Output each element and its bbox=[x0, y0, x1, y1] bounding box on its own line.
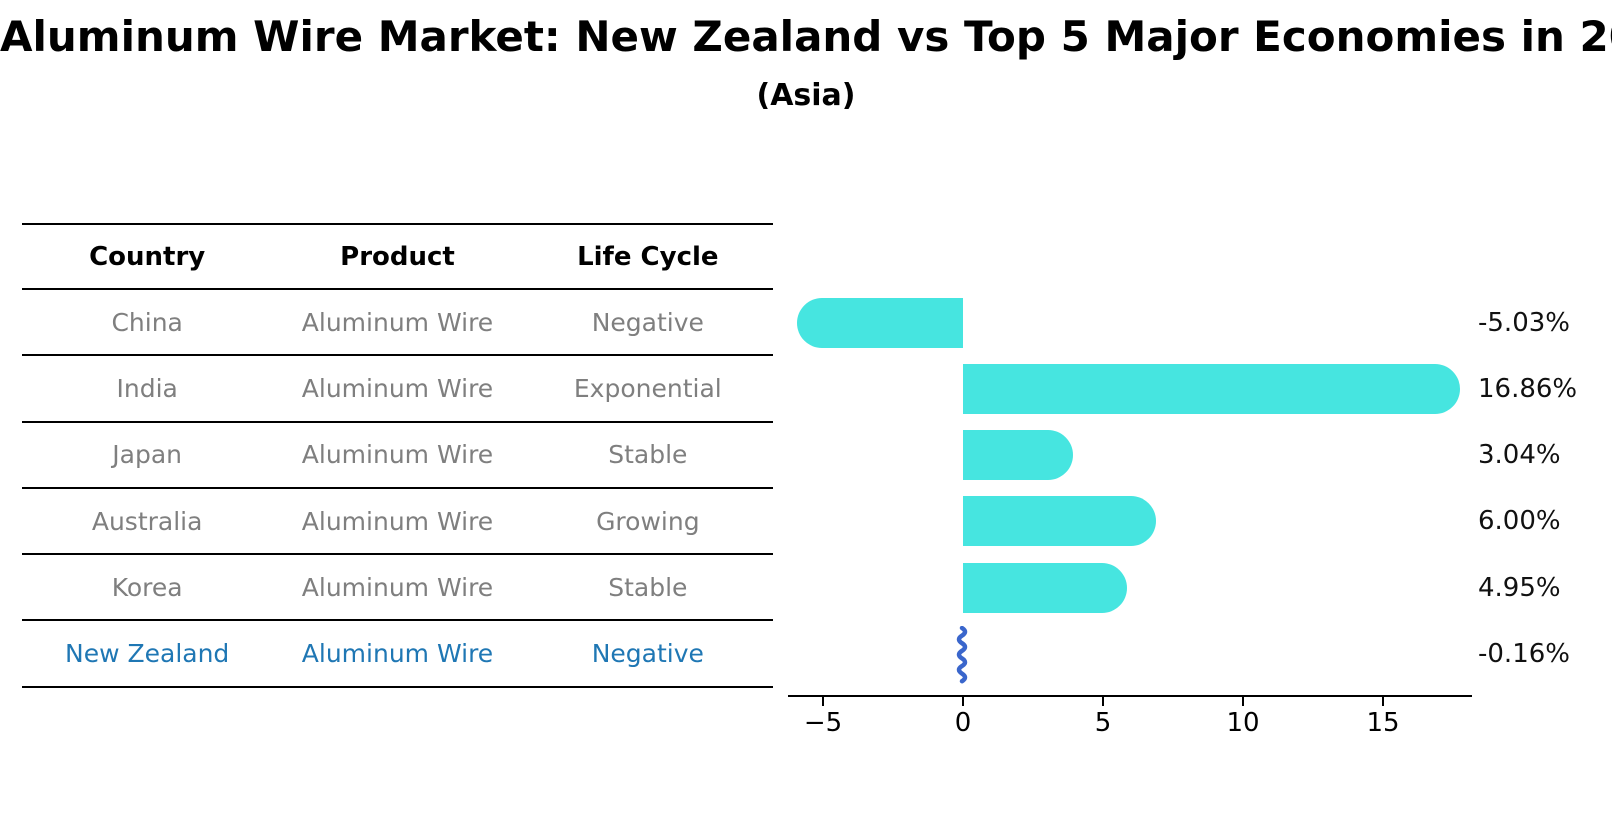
value-label-india: 16.86% bbox=[1478, 373, 1578, 404]
column-header-product: Product bbox=[340, 241, 455, 272]
cell-country: India bbox=[116, 373, 178, 403]
cell-product: Aluminum Wire bbox=[301, 639, 494, 669]
bar-india bbox=[963, 363, 1461, 414]
cell-life-cycle: Negative bbox=[591, 639, 704, 669]
x-axis-tick bbox=[1102, 697, 1104, 706]
cell-life-cycle: Stable bbox=[608, 572, 688, 602]
table-row: Australia Aluminum Wire Growing bbox=[22, 489, 773, 556]
bar-china bbox=[797, 297, 963, 348]
cell-life-cycle: Growing bbox=[596, 506, 700, 536]
cell-country: Japan bbox=[112, 440, 183, 470]
cell-product: Aluminum Wire bbox=[301, 572, 494, 602]
cell-country: China bbox=[111, 307, 183, 337]
cell-product: Aluminum Wire bbox=[301, 307, 494, 337]
cell-life-cycle: Negative bbox=[591, 307, 704, 337]
x-axis-tick-label: 10 bbox=[1226, 708, 1260, 738]
x-axis-tick-label: 0 bbox=[954, 708, 972, 738]
table-row: Korea Aluminum Wire Stable bbox=[22, 555, 773, 622]
table-row: New Zealand Aluminum Wire Negative bbox=[22, 621, 773, 688]
x-axis-tick bbox=[1382, 697, 1384, 706]
table-body: China Aluminum Wire Negative India Alumi… bbox=[22, 290, 773, 688]
x-axis-tick bbox=[1242, 697, 1244, 706]
table-row: India Aluminum Wire Exponential bbox=[22, 356, 773, 423]
x-axis-tick-label: −5 bbox=[803, 708, 843, 738]
table-header-row: Country Product Life Cycle bbox=[22, 223, 773, 290]
value-label-japan: 3.04% bbox=[1478, 440, 1561, 471]
data-table: Country Product Life Cycle China Aluminu… bbox=[22, 223, 773, 688]
x-axis-tick-label: 5 bbox=[1094, 708, 1112, 738]
cell-life-cycle: Stable bbox=[608, 440, 688, 470]
value-label-korea: 4.95% bbox=[1478, 572, 1561, 603]
cell-country: Australia bbox=[91, 506, 203, 536]
x-axis-tick-label: 15 bbox=[1366, 708, 1400, 738]
bar-korea bbox=[963, 562, 1127, 613]
page-title: Aluminum Wire Market: New Zealand vs Top… bbox=[0, 12, 1612, 61]
cell-life-cycle: Exponential bbox=[573, 373, 722, 403]
value-label-australia: 6.00% bbox=[1478, 506, 1561, 537]
new-zealand-bar-squiggle bbox=[954, 625, 970, 684]
cell-country: New Zealand bbox=[65, 639, 230, 669]
x-axis-line bbox=[788, 695, 1472, 697]
table-row: China Aluminum Wire Negative bbox=[22, 290, 773, 357]
column-header-country: Country bbox=[89, 241, 206, 272]
bar-japan bbox=[963, 430, 1074, 481]
page-subtitle: (Asia) bbox=[756, 78, 856, 113]
squiggle-wave-icon bbox=[956, 625, 968, 684]
cell-product: Aluminum Wire bbox=[301, 506, 494, 536]
value-label-china: -5.03% bbox=[1478, 307, 1570, 338]
bar-australia bbox=[963, 496, 1156, 547]
x-axis-tick bbox=[822, 697, 824, 706]
x-axis-tick bbox=[962, 697, 964, 706]
column-header-lifecycle: Life Cycle bbox=[577, 241, 719, 272]
value-label-new-zealand: -0.16% bbox=[1478, 639, 1570, 669]
cell-country: Korea bbox=[111, 572, 183, 602]
table-row: Japan Aluminum Wire Stable bbox=[22, 423, 773, 489]
cell-product: Aluminum Wire bbox=[301, 440, 494, 470]
cell-product: Aluminum Wire bbox=[301, 373, 494, 403]
